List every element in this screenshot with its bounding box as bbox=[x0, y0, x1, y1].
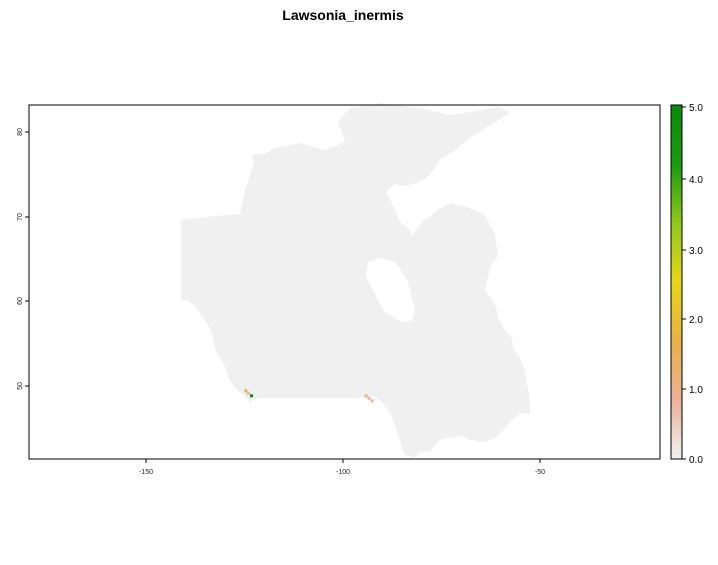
color-legend: 5.0 4.0 3.0 2.0 1.0 0.0 bbox=[670, 103, 703, 466]
y-tick-label: 50 bbox=[17, 382, 24, 390]
x-tick-label: -50 bbox=[535, 469, 545, 476]
plot-frame bbox=[28, 104, 661, 460]
data-cell-6 bbox=[373, 397, 377, 401]
data-cell-5 bbox=[370, 399, 374, 403]
legend-label: 1.0 bbox=[689, 385, 703, 396]
y-axis: 80 70 60 50 bbox=[17, 128, 29, 390]
y-tick-label: 60 bbox=[17, 297, 24, 305]
legend-ticks bbox=[682, 106, 686, 460]
legend-label: 4.0 bbox=[689, 175, 703, 186]
data-cells bbox=[244, 389, 377, 403]
data-cell-0 bbox=[244, 389, 248, 393]
hudson-bay bbox=[366, 258, 415, 322]
y-tick-label: 80 bbox=[17, 128, 24, 136]
map-title: Lawsonia_inermis bbox=[282, 7, 404, 23]
canada-landmass bbox=[181, 103, 530, 458]
arctic-island bbox=[252, 152, 300, 186]
legend-label: 5.0 bbox=[689, 103, 703, 114]
x-tick-label: -100 bbox=[336, 469, 350, 476]
legend-label: 2.0 bbox=[689, 315, 703, 326]
data-cell-3 bbox=[364, 394, 368, 398]
x-tick-label: -150 bbox=[139, 469, 153, 476]
legend-label: 0.0 bbox=[689, 455, 703, 466]
y-tick-label: 70 bbox=[17, 213, 24, 221]
data-cell-4 bbox=[367, 396, 371, 400]
data-cell-2 bbox=[249, 394, 253, 398]
legend-colorbar bbox=[670, 104, 683, 460]
x-axis: -150 -100 -50 bbox=[139, 459, 545, 476]
land-area bbox=[181, 103, 530, 458]
legend-label: 3.0 bbox=[689, 246, 703, 257]
data-cell-1 bbox=[246, 391, 250, 395]
